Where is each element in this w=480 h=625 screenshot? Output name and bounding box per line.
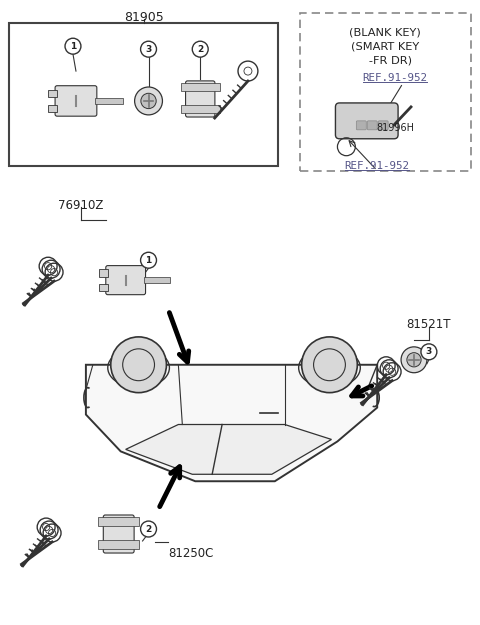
FancyBboxPatch shape [367,121,377,130]
Bar [9,23,278,166]
FancyBboxPatch shape [378,121,388,130]
FancyBboxPatch shape [336,103,398,139]
Circle shape [134,87,162,115]
Circle shape [421,344,437,360]
Circle shape [141,253,156,268]
Polygon shape [126,424,332,474]
Circle shape [65,38,81,54]
FancyBboxPatch shape [103,515,134,553]
Bar [181,83,220,91]
Bar [300,13,471,171]
Text: 76910Z: 76910Z [58,199,104,211]
Text: REF.91-952: REF.91-952 [362,73,428,83]
Text: 3: 3 [426,348,432,356]
Circle shape [301,337,357,392]
Circle shape [141,93,156,109]
Text: REF.91-952: REF.91-952 [345,161,410,171]
Bar [95,98,123,104]
Bar [144,278,170,283]
Bar [98,540,139,549]
Text: 1: 1 [70,42,76,51]
Text: 2: 2 [145,524,152,534]
Bar [99,269,108,276]
Bar [48,105,57,112]
Circle shape [407,352,421,367]
Text: 81521T: 81521T [407,318,451,331]
Bar [181,105,220,113]
Circle shape [192,41,208,57]
Text: -FR DR): -FR DR) [358,55,412,65]
FancyBboxPatch shape [55,86,97,116]
Bar [48,89,57,97]
Circle shape [401,347,427,372]
Text: 3: 3 [145,44,152,54]
Text: 2: 2 [197,44,204,54]
Text: 81996H: 81996H [376,123,414,133]
Bar [98,517,139,526]
Circle shape [111,337,167,392]
Circle shape [141,521,156,537]
FancyBboxPatch shape [106,266,145,294]
Text: 1: 1 [145,256,152,265]
Polygon shape [86,365,377,481]
Circle shape [141,41,156,57]
FancyBboxPatch shape [186,81,215,117]
Text: 81905: 81905 [124,11,163,24]
FancyBboxPatch shape [356,121,366,130]
Text: (SMART KEY: (SMART KEY [351,41,420,51]
Text: 81250C: 81250C [168,547,214,560]
Bar [99,284,108,291]
Text: (BLANK KEY): (BLANK KEY) [349,28,421,38]
